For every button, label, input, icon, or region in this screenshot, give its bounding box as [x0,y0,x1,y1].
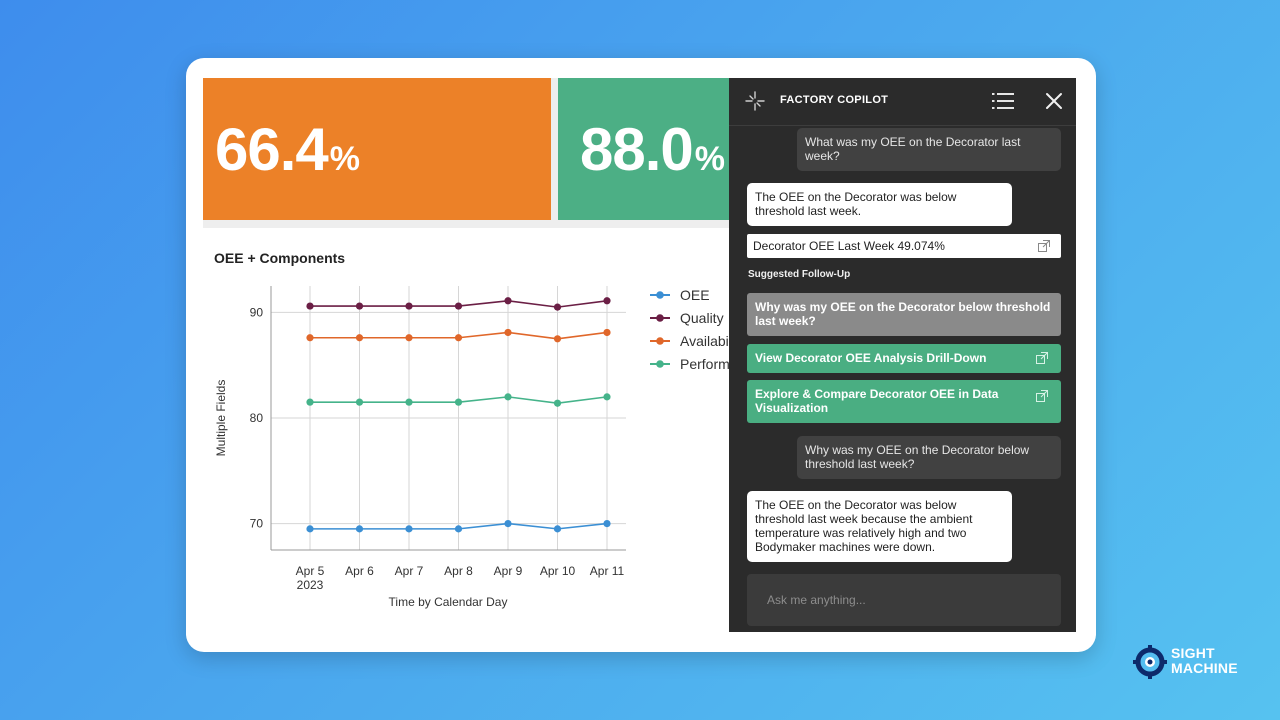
gear-logo-icon [1133,645,1167,679]
data-point [504,297,512,305]
brand-line1: SIGHT [1171,645,1215,661]
chart-title: OEE + Components [214,250,346,266]
kpi-tile-oee[interactable]: 66.4 % [203,78,551,220]
copilot-logo-icon [745,91,765,111]
result-card[interactable]: Decorator OEE Last Week 49.074% [747,234,1061,258]
data-point [504,393,512,401]
user-message: Why was my OEE on the Decorator below th… [797,436,1061,479]
data-point [504,328,512,337]
user-message: What was my OEE on the Decorator last we… [797,128,1061,171]
legend-marker [656,337,664,345]
chart-card: OEE + Components 70 80 90 Apr 5 Apr 6 Apr 7 Ap… [203,228,729,632]
data-point [454,525,463,533]
y-axis-title: Multiple Fields [214,380,228,457]
brand-line2: MACHINE [1171,660,1238,676]
x-tick-label: Apr 10 [540,564,576,578]
y-tick-label: 80 [250,411,264,425]
data-point [405,525,413,533]
followup-button-drilldown[interactable]: View Decorator OEE Analysis Drill-Down [747,344,1061,373]
open-external-icon[interactable] [1037,239,1051,253]
data-point [306,302,314,310]
assistant-message: The OEE on the Decorator was below thres… [747,491,1012,562]
data-point [553,335,562,343]
legend-label: Perform [680,356,729,372]
kpi-value: 66.4 [215,115,329,183]
copilot-panel: FACTORY COPILOT What was my OEE on the D… [729,78,1076,632]
ask-input[interactable] [747,574,1061,626]
legend-label: OEE [680,287,710,303]
x-tick-label: Apr 11 [590,564,625,578]
data-point [306,334,314,342]
x-tick-label: Apr 7 [395,564,424,578]
legend-marker [656,314,664,322]
data-point [553,399,562,407]
sight-machine-logo: SIGHT MACHINE [1133,644,1253,680]
oee-line-chart: 70 80 90 Apr 5 Apr 6 Apr 7 Apr 8 Apr 9 Apr 10 Apr… [214,286,729,609]
copilot-header: FACTORY COPILOT [729,78,1076,126]
legend-label: Availabi [680,333,729,349]
followup-label-text: Why was my OEE on the Decorator below th… [755,300,1051,328]
data-point [603,393,611,401]
list-menu-icon[interactable] [992,91,1014,111]
copilot-title: FACTORY COPILOT [780,94,889,106]
x-tick-label: Apr 6 [345,564,374,578]
data-point [355,302,364,310]
data-point [355,525,364,533]
dashboard: 66.4 % 88.0 % OEE + Components 70 80 90 Apr… [203,78,729,632]
y-tick-label: 70 [250,517,264,531]
kpi-unit: % [694,139,726,178]
x-tick-label: Apr 9 [494,564,523,578]
followup-button-why[interactable]: Why was my OEE on the Decorator below th… [747,293,1061,336]
followup-label-text: View Decorator OEE Analysis Drill-Down [755,351,987,365]
x-tick-label: Apr 8 [444,564,473,578]
x-year-label: 2023 [297,578,324,592]
data-point [603,520,611,528]
data-point [355,398,364,406]
y-tick-label: 90 [250,305,264,319]
open-external-icon [1036,390,1048,402]
data-point [306,398,314,406]
kpi-value: 88.0 [580,115,694,183]
data-point [603,297,611,305]
data-point [405,398,413,406]
data-point [553,303,562,311]
data-point [306,525,314,533]
data-point [355,334,364,342]
followup-label: Suggested Follow-Up [748,269,851,280]
close-icon[interactable] [1045,92,1063,110]
data-point [454,398,463,406]
brand-wordmark: SIGHT MACHINE [1171,646,1238,676]
kpi-unit: % [329,139,361,178]
legend-marker [656,360,664,368]
data-point [405,334,413,342]
followup-button-visualize[interactable]: Explore & Compare Decorator OEE in Data … [747,380,1061,423]
x-tick-label: Apr 5 [296,564,325,578]
followup-label-text: Explore & Compare Decorator OEE in Data … [755,387,999,415]
data-point [454,334,463,342]
data-point [405,302,413,310]
assistant-message: The OEE on the Decorator was below thres… [747,183,1012,226]
data-point [603,328,611,337]
kpi-tile-second[interactable]: 88.0 % [558,78,729,220]
data-point [553,525,562,533]
legend-label: Quality [680,310,724,326]
legend-marker [656,291,664,299]
x-axis-title: Time by Calendar Day [389,595,508,609]
data-point [504,520,512,528]
data-point [454,302,463,310]
result-text: Decorator OEE Last Week 49.074% [753,239,945,253]
open-external-icon [1036,352,1048,364]
